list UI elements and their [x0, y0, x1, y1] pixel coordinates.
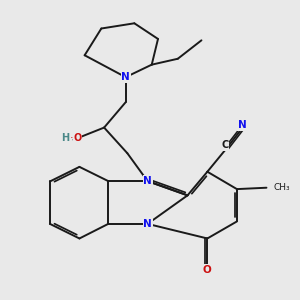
Text: CH₃: CH₃: [273, 183, 290, 192]
Text: C: C: [221, 140, 229, 150]
Text: O: O: [73, 133, 81, 143]
Text: O: O: [203, 265, 212, 275]
Text: H: H: [61, 133, 69, 143]
Text: N: N: [143, 219, 152, 229]
Text: N: N: [238, 120, 247, 130]
Text: N: N: [121, 72, 130, 82]
Text: ·: ·: [70, 133, 73, 143]
Text: N: N: [143, 176, 152, 186]
